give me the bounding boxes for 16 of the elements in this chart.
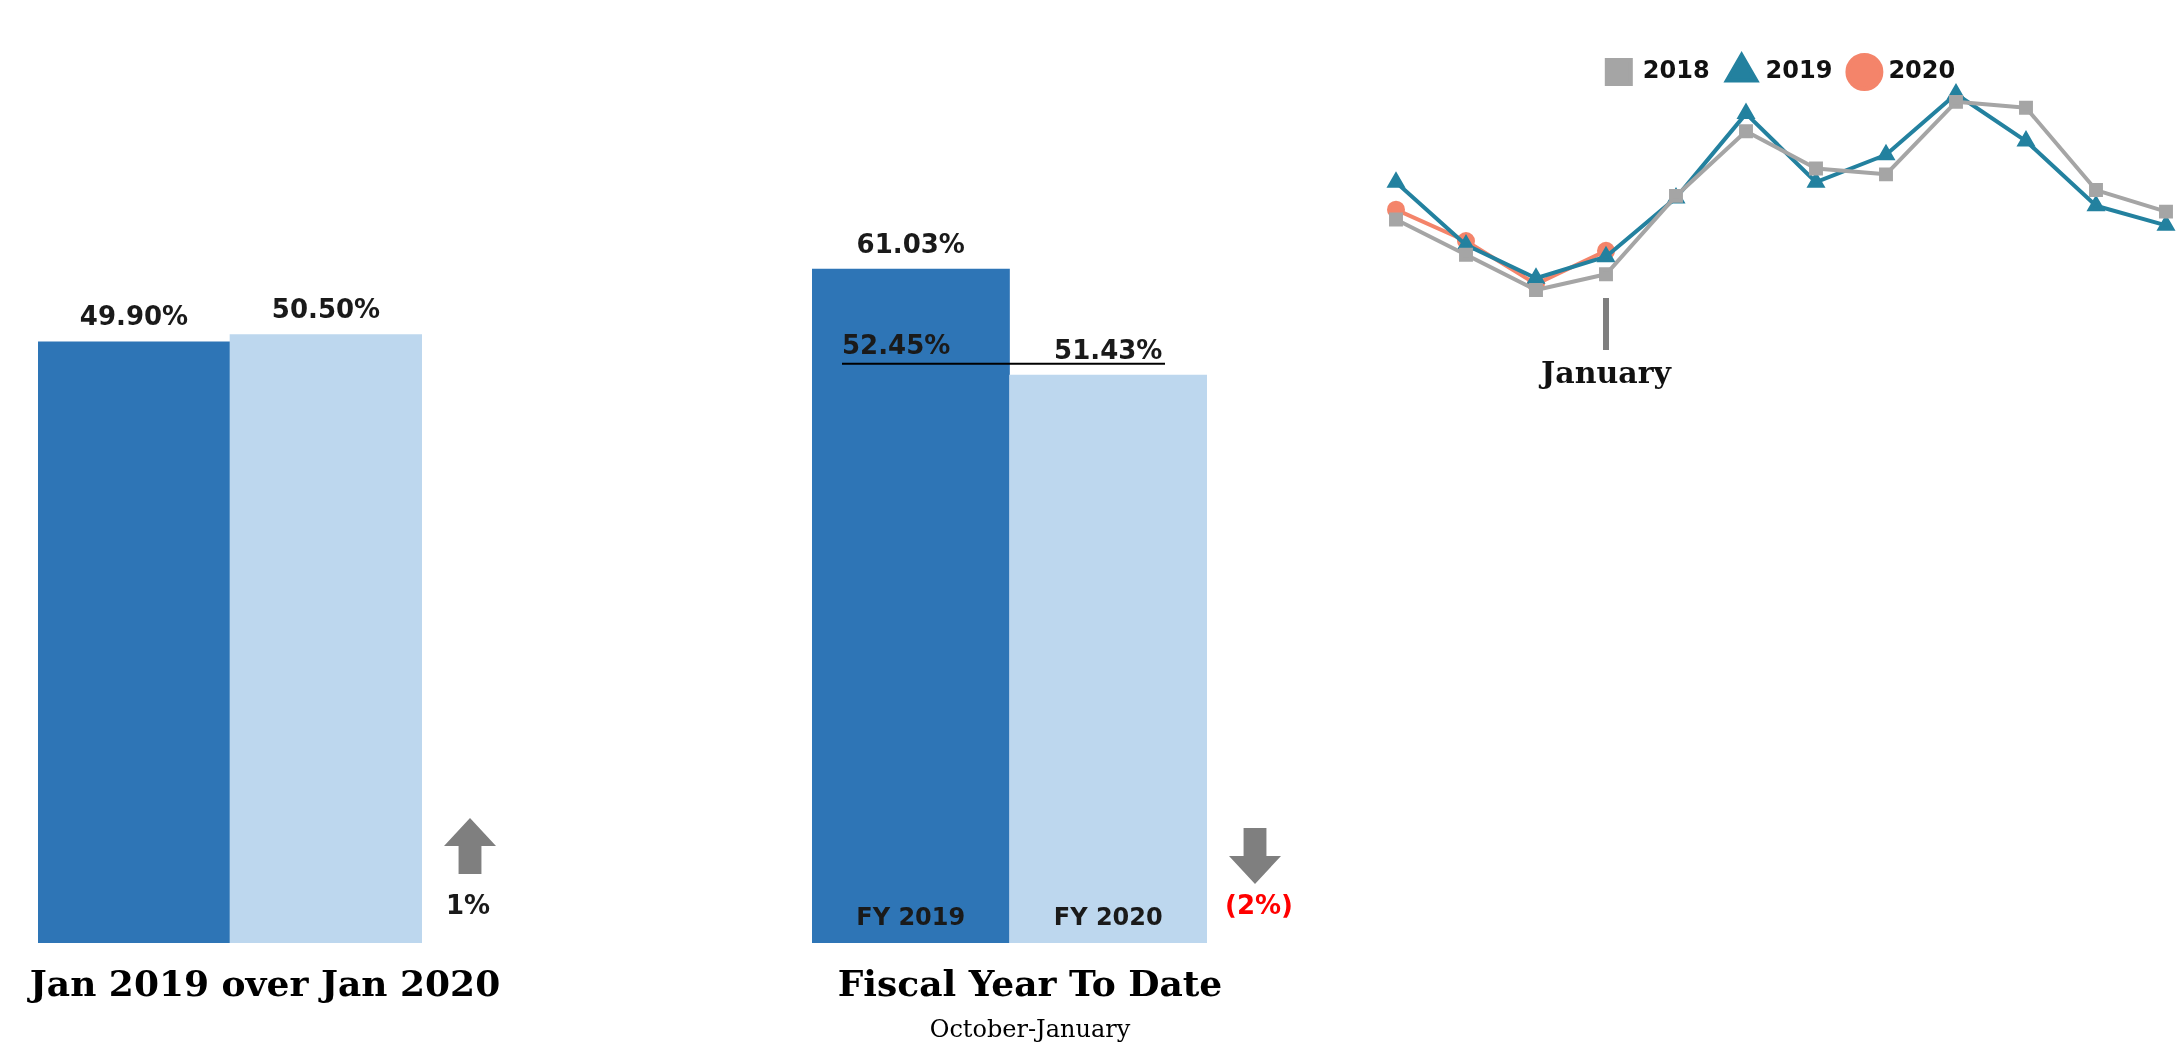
- text: 1%: [446, 890, 491, 920]
- text: Fiscal Year To Date: [836, 962, 1224, 1004]
- data-label: 51.43%: [1054, 334, 1163, 365]
- data-label: 61.03%: [856, 228, 965, 259]
- text: (2%): [1225, 890, 1293, 920]
- data-label: 49.90%: [79, 301, 189, 332]
- x-tick-label: FY 2019: [856, 903, 966, 932]
- ref-line-label: 52.45%: [842, 329, 951, 360]
- legend-label: 2019: [1765, 56, 1833, 85]
- text: January: [1538, 354, 1673, 390]
- data-label: 50.50%: [271, 294, 381, 325]
- x-tick-label: FY 2020: [1053, 903, 1163, 932]
- text: October-January: [928, 1015, 1132, 1043]
- text: Jan 2019 over Jan 2020: [26, 962, 502, 1004]
- legend-label: 2020: [1888, 56, 1956, 85]
- legend-label: 2018: [1642, 56, 1710, 85]
